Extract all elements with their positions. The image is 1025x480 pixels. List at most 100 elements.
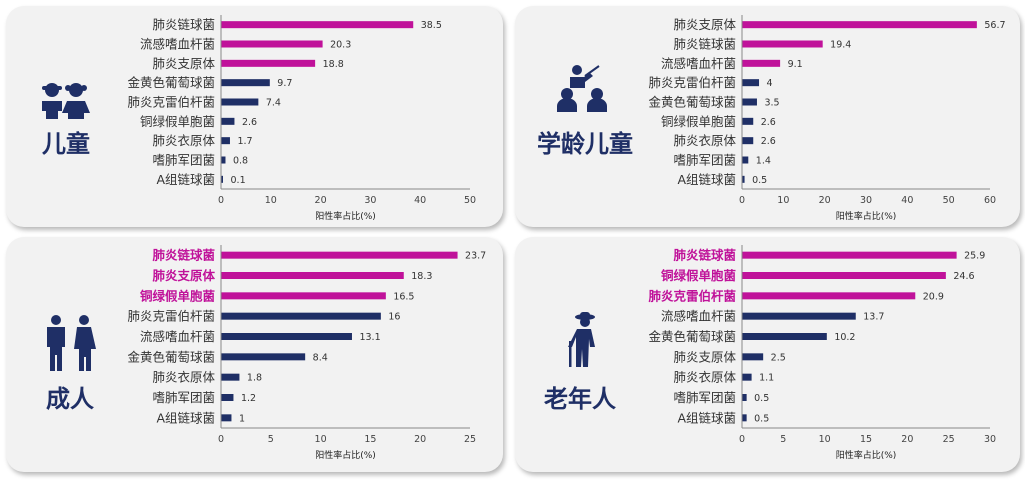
adults-icon [47, 315, 96, 371]
bar [742, 272, 946, 279]
value-label: 25.9 [964, 251, 985, 262]
bar [742, 79, 760, 87]
category-label: 肺炎衣原体 [152, 370, 215, 385]
category-label: 肺炎克雷伯杆菌 [648, 75, 736, 90]
value-label: 0.1 [231, 175, 246, 186]
bar [221, 156, 226, 164]
category-label: 流感嗜血杆菌 [661, 309, 736, 324]
bar [221, 98, 259, 106]
bar [221, 373, 240, 381]
x-tick-label: 0 [739, 195, 745, 206]
x-tick-label: 15 [364, 434, 376, 445]
value-label: 16.5 [393, 291, 414, 302]
bar [742, 373, 752, 381]
bar [742, 394, 747, 401]
x-tick-label: 10 [315, 434, 327, 445]
category-label: 铜绿假单胞菌 [661, 268, 737, 283]
panel-school-children: 学龄儿童 肺炎支原体 56.7 肺炎链球菌 19.4 流感嗜血杆菌 9.1 肺炎克雷伯杆菌 4… [515, 6, 1020, 227]
bar-chart-adults: 肺炎链球菌 23.7 肺炎支原体 18.3 铜绿假单胞菌 16.5 肺炎克雷伯杆菌 16 流感嗜… [127, 245, 486, 461]
x-tick-label: 20 [901, 434, 913, 445]
x-tick-label: 20 [315, 195, 327, 206]
bar [742, 21, 977, 29]
value-label: 56.7 [984, 20, 1005, 31]
category-label: 肺炎链球菌 [673, 248, 736, 263]
group-label: 成人 [46, 385, 94, 413]
x-tick-label: 40 [901, 195, 913, 206]
x-tick-label: 5 [268, 434, 274, 445]
bar [221, 272, 404, 279]
children-icon [42, 83, 90, 119]
panel-children: 儿童 肺炎链球菌 38.5 流感嗜血杆菌 20.3 肺炎支原体 18.8 金黄色葡萄球菌 9.… [6, 6, 503, 227]
category-label: 金黄色葡萄球菌 [127, 75, 215, 90]
category-label: 肺炎克雷伯杆菌 [648, 288, 736, 303]
category-label: A组链球菌 [677, 410, 736, 425]
category-label: 流感嗜血杆菌 [661, 56, 736, 71]
bar [221, 40, 323, 48]
bar [742, 414, 747, 422]
value-label: 38.5 [421, 20, 442, 31]
bar-chart-school-children: 肺炎支原体 56.7 肺炎链球菌 19.4 流感嗜血杆菌 9.1 肺炎克雷伯杆菌 4 金黄色葡萄… [648, 15, 1006, 222]
value-label: 2.6 [761, 117, 776, 128]
panel-elderly: 老年人 肺炎链球菌 25.9 铜绿假单胞菌 24.6 肺炎克雷伯杆菌 20.9 流感嗜血杆菌… [515, 237, 1020, 472]
x-tick-label: 20 [414, 434, 426, 445]
x-tick-label: 30 [364, 195, 376, 206]
value-label: 1 [239, 413, 245, 424]
bar [742, 292, 916, 300]
bar [742, 353, 764, 361]
x-tick-label: 0 [218, 195, 224, 206]
value-label: 2.5 [771, 352, 786, 363]
bar [742, 98, 757, 106]
value-label: 9.1 [788, 59, 803, 70]
x-tick-label: 10 [265, 195, 277, 206]
x-tick-label: 30 [984, 434, 996, 445]
category-label: 肺炎支原体 [673, 17, 736, 32]
category-label: 肺炎克雷伯杆菌 [127, 309, 215, 324]
category-label: 肺炎支原体 [152, 56, 215, 71]
group-label: 儿童 [42, 130, 90, 158]
value-label: 0.5 [754, 413, 769, 424]
category-label: 铜绿假单胞菌 [661, 114, 736, 129]
bar [742, 251, 957, 259]
x-tick-label: 20 [819, 195, 831, 206]
category-label: 肺炎链球菌 [152, 248, 215, 263]
category-label: 肺炎衣原体 [152, 133, 215, 148]
value-label: 13.7 [863, 312, 884, 323]
value-label: 23.7 [465, 251, 486, 262]
value-label: 20.9 [923, 291, 944, 302]
value-label: 16 [388, 312, 400, 323]
value-label: 1.8 [247, 373, 262, 384]
x-axis-label: 阳性率占比(%) [315, 210, 376, 222]
category-label: 金黄色葡萄球菌 [648, 95, 736, 110]
bar [221, 137, 230, 145]
category-label: 肺炎链球菌 [152, 17, 215, 32]
bar [742, 59, 781, 67]
bar [742, 117, 754, 125]
category-label: 铜绿假单胞菌 [140, 114, 215, 129]
bar [742, 175, 745, 183]
category-label: 嗜肺军团菌 [673, 390, 736, 405]
category-label: A组链球菌 [156, 410, 215, 425]
x-tick-label: 0 [739, 434, 745, 445]
category-label: A组链球菌 [677, 172, 736, 187]
value-label: 1.1 [759, 373, 774, 384]
category-label: 流感嗜血杆菌 [140, 329, 215, 344]
value-label: 1.4 [756, 156, 771, 167]
value-label: 9.7 [277, 78, 292, 89]
category-label: A组链球菌 [156, 172, 215, 187]
x-tick-label: 10 [819, 434, 831, 445]
value-label: 4 [767, 78, 773, 89]
value-label: 20.3 [330, 40, 351, 51]
value-label: 24.6 [953, 271, 974, 282]
category-label: 嗜肺军团菌 [673, 153, 736, 168]
teacher-students-icon [557, 65, 607, 112]
x-tick-label: 0 [218, 434, 224, 445]
bar [221, 117, 235, 125]
bar [742, 40, 823, 48]
elderly-icon [568, 312, 595, 367]
bar [742, 156, 749, 164]
x-tick-label: 10 [777, 195, 789, 206]
bar [221, 312, 381, 320]
bar [742, 137, 754, 145]
value-label: 18.8 [323, 59, 344, 70]
category-label: 嗜肺军团菌 [152, 390, 215, 405]
